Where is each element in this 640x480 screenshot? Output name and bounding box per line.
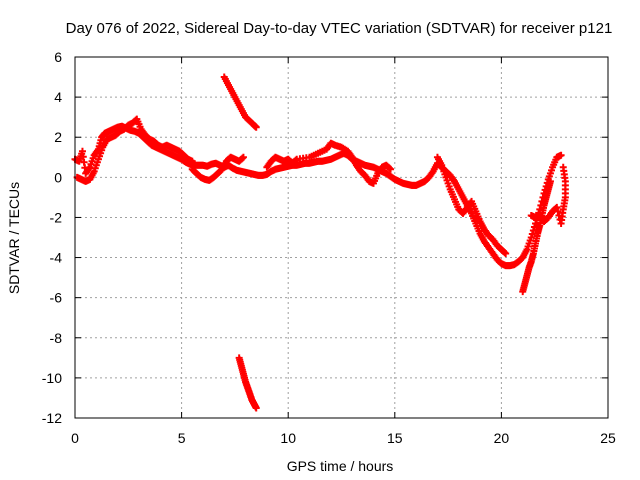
y-tick-label: -2 [50,209,63,225]
series-mid-secondary [263,139,395,187]
data-point-marker [559,163,567,171]
data-point-marker [239,153,247,161]
x-tick-label: 10 [280,430,296,446]
y-tick-label: -8 [50,330,63,346]
x-tick-label: 20 [494,430,510,446]
series-dip-secondary [519,177,554,296]
y-axis-title: SDTVAR / TECUs [6,182,22,294]
data-point-marker [387,165,395,173]
data-points [71,73,569,412]
data-point-marker [252,404,260,412]
x-axis-title: GPS time / hours [287,458,394,474]
series-lower-secondary [188,153,247,184]
data-point-marker [238,154,246,162]
y-tick-label: -10 [42,370,62,386]
data-point-marker [527,234,535,241]
plot-frame [74,56,609,419]
data-point-marker [501,249,509,257]
data-point-marker [252,123,260,131]
data-point-marker [546,177,554,185]
x-tick-label: 25 [600,430,616,446]
series-main-track [71,122,565,270]
data-point-marker [553,203,561,211]
y-tick-label: 6 [54,49,62,65]
data-point-marker [557,151,565,159]
y-tick-label: 4 [54,89,62,105]
data-point-marker [554,207,562,215]
data-point-marker [529,226,537,234]
x-tick-label: 5 [178,430,186,446]
data-point-marker [188,157,196,165]
y-tick-label: -6 [50,290,63,306]
y-tick-label: -12 [42,410,62,426]
series-descending-lower [235,354,260,412]
y-tick-label: 2 [54,129,62,145]
y-tick-label: 0 [54,169,62,185]
grid [75,57,608,418]
y-tick-label: -4 [50,250,63,266]
data-point-marker [502,250,510,258]
series-descending-upper [220,73,260,131]
data-point-marker [385,164,393,172]
chart-title: Day 076 of 2022, Sidereal Day-to-day VTE… [66,20,613,37]
series-tail-secondary [527,163,569,227]
x-tick-label: 15 [387,430,403,446]
data-point-marker [292,156,300,164]
x-tick-label: 0 [71,430,79,446]
series-upper-secondary [73,115,196,185]
series-late-secondary [433,153,510,258]
